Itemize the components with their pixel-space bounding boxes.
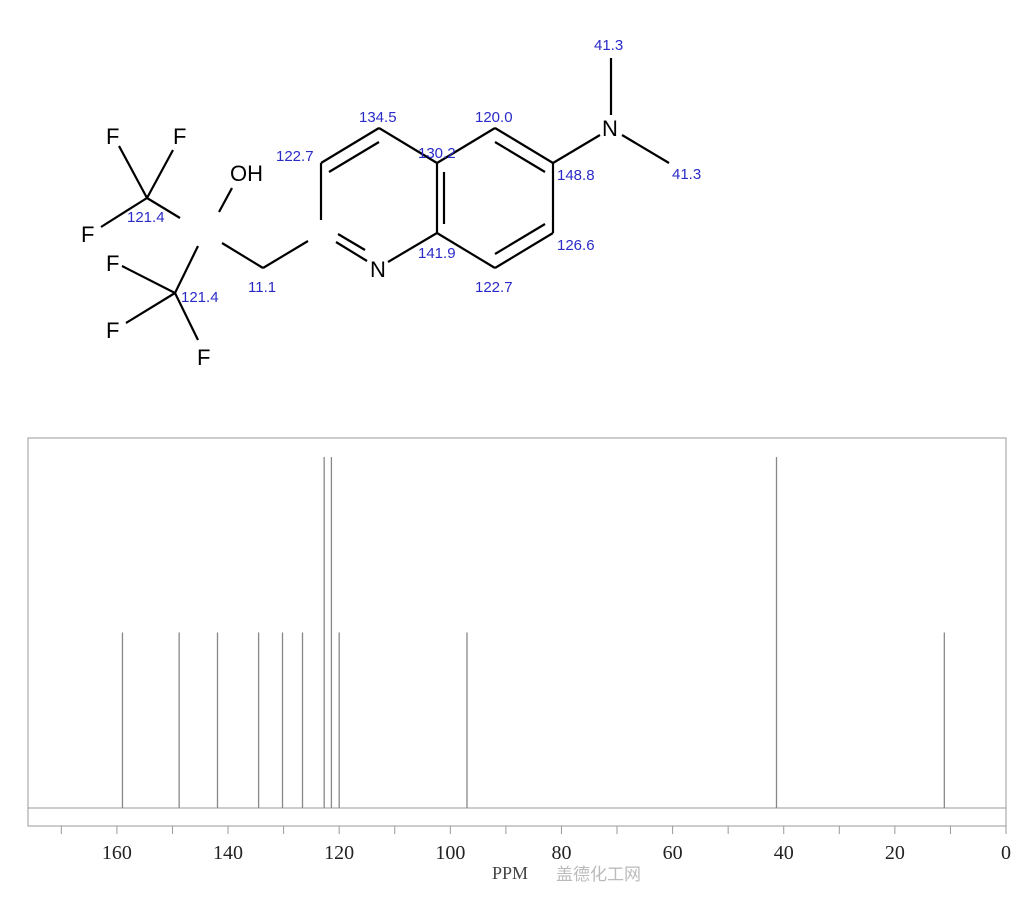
molecule-structure [100,58,670,341]
shift-label: 41.3 [594,37,623,54]
x-tick-label: 100 [435,842,465,864]
x-tick-label: 120 [324,842,354,864]
atom-n-amine: N [602,116,618,141]
x-tick-label: 140 [213,842,243,864]
x-tick-label: 160 [102,842,132,864]
watermark: 盖德化工网 [556,865,641,885]
shift-label: 126.6 [557,237,595,254]
x-tick-label: 60 [663,842,683,864]
shift-label: 130.2 [418,145,456,162]
x-tick-label: 0 [1001,842,1011,864]
shift-label: 121.4 [181,289,219,306]
atom-oh: OH [230,161,263,186]
x-tick-label: 20 [885,842,905,864]
shift-label: 41.3 [672,166,701,183]
atom-f: F [106,318,119,343]
shift-label: 141.9 [418,245,456,262]
x-axis-label: PPM [492,863,528,883]
shift-label: 122.7 [276,148,314,165]
atom-f: F [106,124,119,149]
x-axis: 160 140 120 100 80 60 40 20 0 [60,826,1011,864]
x-tick-label: 40 [774,842,794,864]
atom-f: F [106,251,119,276]
shift-label: 134.5 [359,109,397,126]
x-tick-label: 80 [551,842,571,864]
shift-label: 120.0 [475,109,513,126]
atom-f: F [197,345,210,370]
shift-label: 148.8 [557,167,595,184]
shift-label: 11.1 [248,279,276,296]
atom-f: F [81,222,94,247]
plot-frame [27,437,1007,827]
atom-n-ring: N [370,257,386,282]
atom-f: F [173,124,186,149]
peaks-group [121,457,945,808]
shift-label: 122.7 [475,279,513,296]
shift-label: 121.4 [127,209,165,226]
